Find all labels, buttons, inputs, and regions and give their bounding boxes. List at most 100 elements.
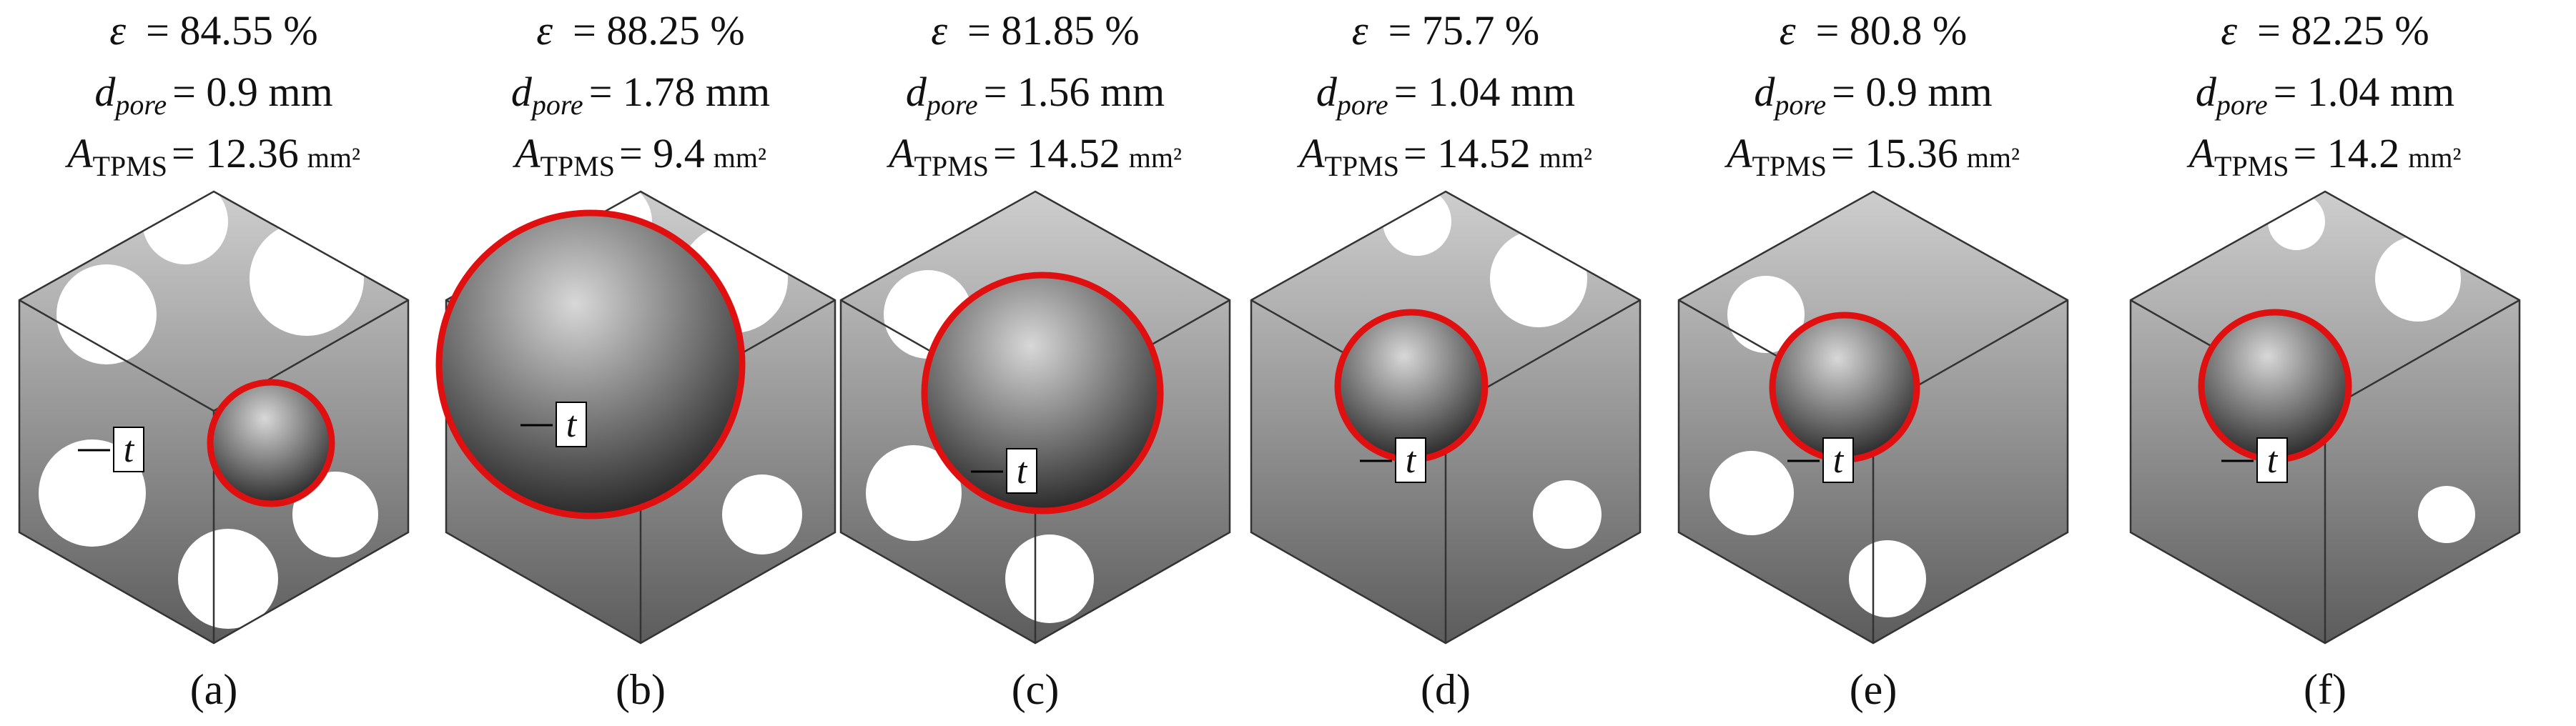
porosity: = 75.7 % <box>1388 7 1540 54</box>
pore-sphere <box>210 382 332 504</box>
pore-hole <box>2268 193 2325 250</box>
subscript: TPMS <box>541 150 616 182</box>
surface-area: = 14.52 <box>1403 130 1531 176</box>
surface-area: = 14.52 <box>993 130 1120 176</box>
subscript: pore <box>113 89 167 121</box>
cube-edge <box>19 299 214 412</box>
porosity: = 80.8 % <box>1816 7 1968 54</box>
pore-hole <box>292 472 378 557</box>
surface-area: = 14.2 <box>2294 130 2400 176</box>
pore-sphere <box>1338 312 1485 459</box>
thickness-label: t <box>124 429 135 470</box>
pore-line: dpore = 0.9 mm <box>94 69 332 121</box>
thickness-label: t <box>2267 440 2279 481</box>
subscript: TPMS <box>93 150 168 182</box>
unit: mm² <box>2408 141 2461 174</box>
subscript: TPMS <box>914 150 990 182</box>
symbol: A <box>886 130 914 176</box>
panel-label: (c) <box>1012 666 1060 713</box>
symbol: ε <box>1780 7 1796 54</box>
area-line: ATPMS = 14.52 mm² <box>1296 130 1592 182</box>
porosity: = 84.55 % <box>146 7 318 54</box>
panel-label: (d) <box>1421 666 1471 713</box>
panel-label: (b) <box>616 666 666 713</box>
porosity-line: ε = 82.25 % <box>2221 7 2429 54</box>
pore-hole <box>178 529 278 629</box>
pore-hole <box>722 474 802 555</box>
pore-ring <box>207 379 335 507</box>
pore-sphere <box>924 275 1160 511</box>
porosity-line: ε = 80.8 % <box>1780 7 1967 54</box>
symbol: A <box>512 130 541 176</box>
pore-hole <box>866 445 962 541</box>
subscript: pore <box>1772 89 1826 121</box>
symbol: A <box>1724 130 1752 176</box>
pore-line: dpore = 1.04 mm <box>1316 69 1575 121</box>
surface-area: = 12.36 <box>172 130 299 176</box>
subscript: TPMS <box>1752 150 1827 182</box>
symbol: d <box>511 69 533 115</box>
symbol: ε <box>931 7 947 54</box>
pore-hole <box>1709 451 1794 535</box>
pore-diameter: = 0.9 mm <box>172 69 332 115</box>
thickness-label: t <box>1833 440 1845 481</box>
thickness-box <box>2256 437 2288 483</box>
panel: ε = 75.7 % dpore = 1.04 mm ATPMS = 14.52 mm² t (… <box>1250 7 1642 713</box>
unit: mm² <box>1967 141 2020 174</box>
panel: ε = 88.25 % dpore = 1.78 mm ATPMS = 9.4 mm² t (b… <box>435 7 837 713</box>
pore-ring <box>435 209 746 519</box>
pore-diameter: = 1.78 mm <box>589 69 770 115</box>
symbol: ε <box>1352 7 1368 54</box>
panel: ε = 81.85 % dpore = 1.56 mm ATPMS = 14.52 mm² t… <box>839 7 1231 713</box>
pore-hole <box>250 222 364 336</box>
area-line: ATPMS = 14.2 mm² <box>2186 130 2462 182</box>
porosity: = 82.25 % <box>2257 7 2429 54</box>
subscript: TPMS <box>1325 150 1400 182</box>
thickness-box <box>1395 437 1426 483</box>
symbol: A <box>64 130 93 176</box>
unit: mm² <box>714 141 766 174</box>
porosity: = 81.85 % <box>967 7 1140 54</box>
pore-diameter: = 0.9 mm <box>1832 69 1992 115</box>
subscript: pore <box>530 89 583 121</box>
panel: ε = 82.25 % dpore = 1.04 mm ATPMS = 14.2 mm² t (… <box>2129 7 2521 713</box>
pore-diameter: = 1.04 mm <box>2274 69 2454 115</box>
thickness-label: t <box>1017 451 1028 492</box>
unit: mm² <box>307 141 360 174</box>
symbol: d <box>1316 69 1338 115</box>
porosity: = 88.25 % <box>573 7 745 54</box>
symbol: d <box>2196 69 2217 115</box>
panel-label: (a) <box>190 666 238 713</box>
pore-hole <box>1849 540 1926 617</box>
pore-hole <box>2375 236 2461 322</box>
pore-hole <box>1533 480 1602 549</box>
subscript: pore <box>924 89 978 121</box>
thickness-box <box>1006 448 1037 494</box>
area-line: ATPMS = 12.36 mm² <box>64 130 360 182</box>
porosity-line: ε = 84.55 % <box>109 7 317 54</box>
porosity-line: ε = 88.25 % <box>536 7 744 54</box>
pore-sphere <box>439 213 742 516</box>
pore-line: dpore = 0.9 mm <box>1754 69 1992 121</box>
pore-line: dpore = 1.78 mm <box>511 69 770 121</box>
area-line: ATPMS = 9.4 mm² <box>512 130 766 182</box>
surface-area: = 9.4 <box>619 130 705 176</box>
unit: mm² <box>1539 141 1592 174</box>
thickness-box <box>113 427 144 472</box>
pore-hole <box>1490 230 1587 327</box>
area-line: ATPMS = 14.52 mm² <box>886 130 1182 182</box>
subscript: TPMS <box>2214 150 2289 182</box>
pore-line: dpore = 1.04 mm <box>2196 69 2454 121</box>
porosity-line: ε = 75.7 % <box>1352 7 1539 54</box>
symbol: A <box>1296 130 1325 176</box>
pore-line: dpore = 1.56 mm <box>906 69 1165 121</box>
symbol: ε <box>2221 7 2237 54</box>
pore-diameter: = 1.56 mm <box>984 69 1165 115</box>
cube-edge <box>2324 299 2520 412</box>
pore-sphere <box>2201 312 2349 459</box>
pore-ring <box>921 272 1164 514</box>
pore-sphere <box>1772 315 1917 459</box>
